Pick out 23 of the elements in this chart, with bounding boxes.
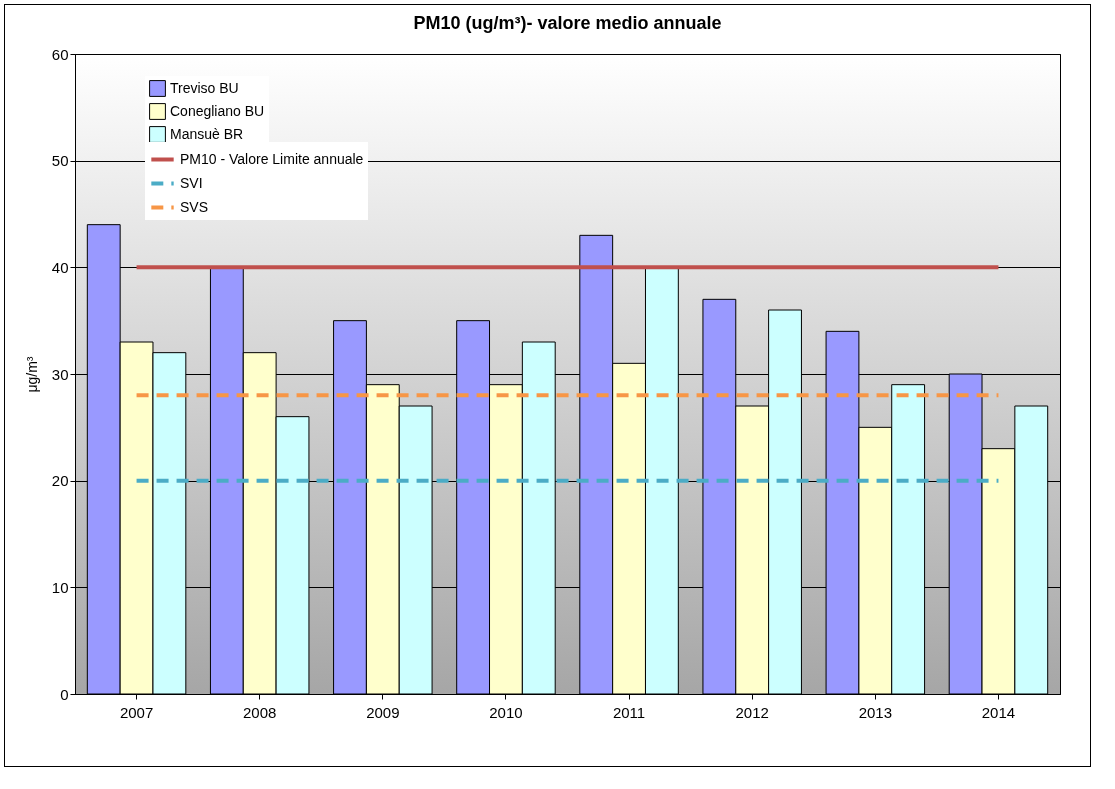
x-tick-label: 2008	[243, 703, 277, 721]
legend-label: Treviso BU	[170, 79, 239, 96]
x-tick-label: 2011	[612, 703, 646, 721]
chart-title: PM10 (ug/m³)- valore medio annuale	[413, 13, 722, 33]
y-tick-label: 0	[60, 685, 69, 703]
y-tick-label: 60	[51, 45, 69, 63]
y-tick-label: 30	[51, 365, 69, 383]
y-tick-label: 50	[51, 152, 69, 170]
y-tick-label: 40	[51, 258, 69, 276]
x-tick-label: 2007	[119, 703, 154, 721]
y-tick-label: 20	[51, 472, 69, 490]
y-axis-title: μg/m³	[23, 356, 40, 393]
x-tick-label: 2012	[735, 703, 769, 721]
x-tick-label: 2009	[366, 703, 400, 721]
legend-label: SVI	[180, 174, 203, 191]
legend-label: Conegliano BU	[170, 102, 265, 119]
y-tick-label: 10	[51, 578, 69, 596]
x-tick-label: 2010	[489, 703, 523, 721]
legend-label: Mansuè BR	[170, 125, 244, 142]
x-tick-label: 2013	[858, 703, 892, 721]
legend-label: SVS	[180, 198, 209, 215]
x-tick-label: 2014	[981, 703, 1016, 721]
legend-label: PM10 - Valore Limite annuale	[180, 150, 364, 167]
